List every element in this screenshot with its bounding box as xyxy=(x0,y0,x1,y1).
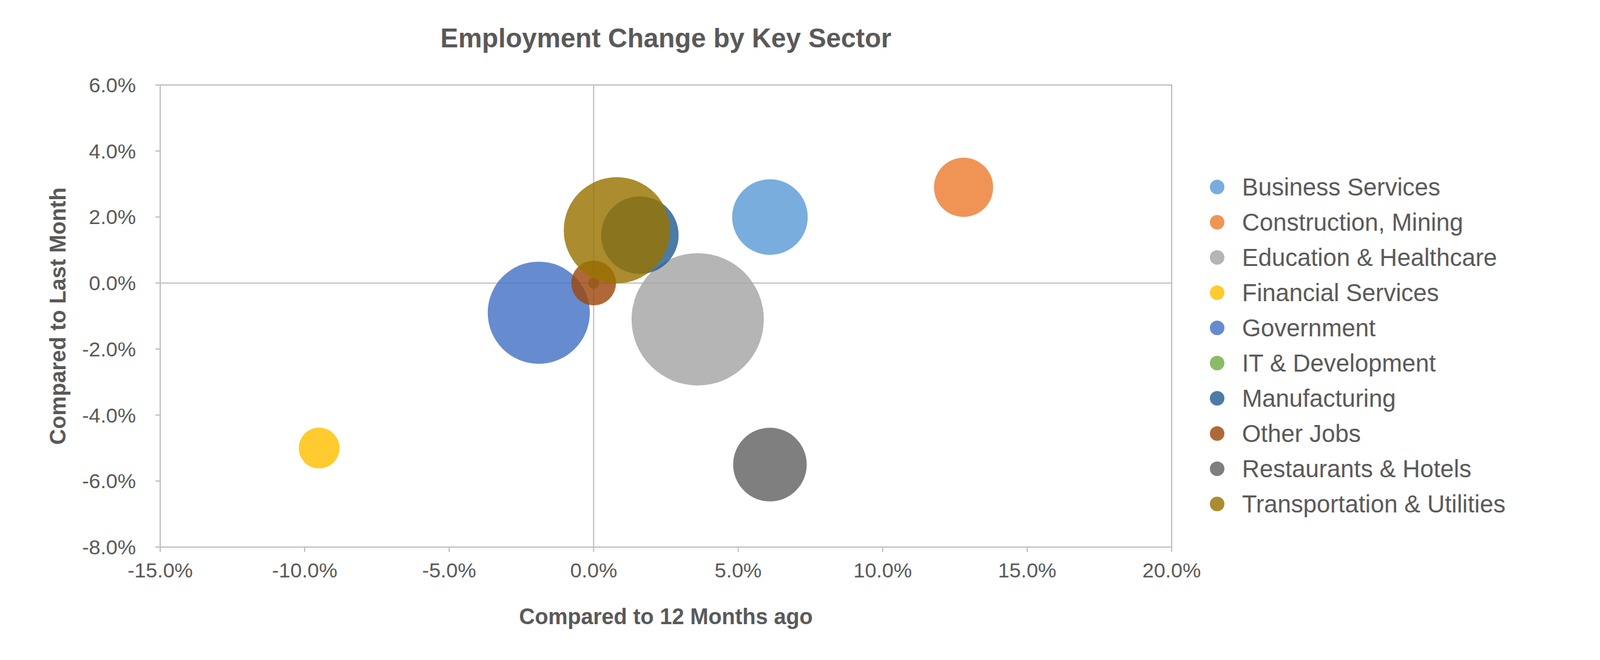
legend-label: Financial Services xyxy=(1242,279,1440,306)
legend-label: IT & Development xyxy=(1242,349,1436,377)
y-tick xyxy=(155,84,161,86)
x-axis-label: Compared to 12 Months ago xyxy=(518,603,813,629)
legend-label: Restaurants & Hotels xyxy=(1242,455,1472,482)
legend-marker xyxy=(1209,320,1225,335)
bubble xyxy=(563,177,670,284)
x-tick-label: -10.0% xyxy=(271,558,338,582)
x-tick xyxy=(1026,546,1028,552)
y-tick-label: -4.0% xyxy=(81,403,136,427)
bubble xyxy=(631,253,764,386)
legend-marker xyxy=(1209,355,1225,371)
x-tick-label: 0.0% xyxy=(570,558,618,582)
legend-label: Other Jobs xyxy=(1242,419,1361,447)
y-tick-label: 0.0% xyxy=(89,271,137,295)
y-tick-label: 2.0% xyxy=(89,205,137,229)
y-tick-label: -6.0% xyxy=(81,469,136,493)
legend-label: Manufacturing xyxy=(1242,384,1396,412)
x-tick-label: 15.0% xyxy=(998,558,1057,582)
bubble xyxy=(732,178,809,255)
y-axis-line xyxy=(592,84,595,547)
y-tick xyxy=(155,546,161,548)
legend-marker xyxy=(1209,249,1225,265)
y-tick-label: -8.0% xyxy=(81,535,136,559)
y-tick xyxy=(155,216,161,218)
bubble xyxy=(298,427,340,468)
legend-marker xyxy=(1209,496,1225,511)
y-tick xyxy=(155,414,161,416)
bubbles xyxy=(298,157,994,502)
y-tick-label: -2.0% xyxy=(81,337,136,361)
legend-label: Government xyxy=(1242,314,1376,341)
legend-marker xyxy=(1209,179,1225,195)
x-tick xyxy=(592,546,595,552)
legend-marker xyxy=(1209,425,1225,441)
legend-marker xyxy=(1209,285,1225,300)
x-tick-label: -5.0% xyxy=(422,558,477,582)
title: Employment Change by Key Sector xyxy=(440,23,892,53)
x-tick xyxy=(1171,546,1173,552)
x-tick xyxy=(448,546,450,552)
y-tick xyxy=(155,282,161,284)
x-tick xyxy=(882,546,884,552)
y-tick xyxy=(155,348,161,350)
legend-label: Construction, Mining xyxy=(1242,208,1464,236)
legend-marker xyxy=(1209,390,1225,406)
x-tick-label: -15.0% xyxy=(127,558,193,582)
legend-marker xyxy=(1209,214,1225,230)
x-tick xyxy=(159,546,161,552)
chart: Employment Change by Key Sector -15.0% -10… xyxy=(0,0,1600,660)
y-axis-label: Compared to Last Month xyxy=(45,187,71,445)
x-tick-label: 20.0% xyxy=(1142,558,1201,582)
bubble xyxy=(933,157,993,217)
x-tick-label: 5.0% xyxy=(714,558,763,582)
bubble xyxy=(732,427,807,501)
y-tick-label: 4.0% xyxy=(89,139,137,163)
x-tick xyxy=(303,546,306,552)
x-tick xyxy=(737,546,740,552)
legend-label: Transportation & Utilities xyxy=(1242,490,1506,517)
plot-frame xyxy=(160,84,1172,547)
legend-marker xyxy=(1209,461,1225,476)
y-tick xyxy=(155,479,161,482)
legend-label: Education & Healthcare xyxy=(1242,243,1497,271)
y-tick-label: 6.0% xyxy=(89,73,137,97)
legend-label: Business Services xyxy=(1242,173,1441,201)
y-tick xyxy=(155,150,161,152)
x-tick-label: 10.0% xyxy=(853,558,912,582)
